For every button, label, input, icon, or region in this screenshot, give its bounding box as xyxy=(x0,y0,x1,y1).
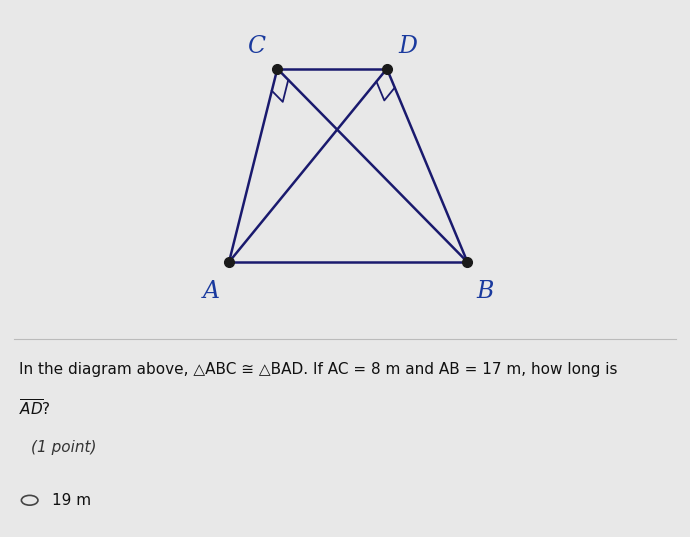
Text: 19 m: 19 m xyxy=(52,493,91,508)
Text: C: C xyxy=(247,35,266,57)
Text: In the diagram above, △ABC ≅ △BAD. If AC = 8 m and AB = 17 m, how long is: In the diagram above, △ABC ≅ △BAD. If AC… xyxy=(19,362,618,377)
Text: D: D xyxy=(398,35,417,57)
Text: A: A xyxy=(203,280,220,302)
Text: (1 point): (1 point) xyxy=(31,440,97,455)
Text: B: B xyxy=(477,280,494,302)
Text: $\overline{AD}$?: $\overline{AD}$? xyxy=(19,398,51,418)
